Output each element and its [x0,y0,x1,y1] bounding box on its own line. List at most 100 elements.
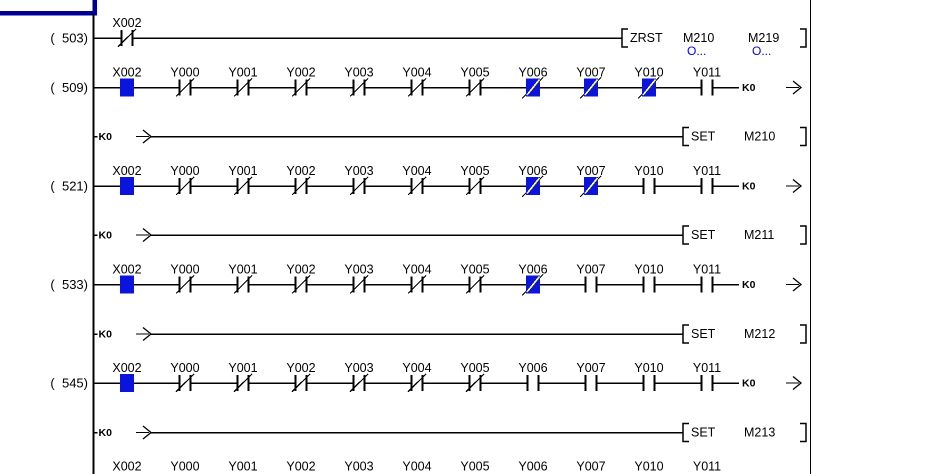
instruction-op: SET [691,228,716,242]
rung-wrap-m212: K0 SET M212 [93,324,807,344]
contact-Y001[interactable]: Y001 [228,361,258,393]
rung-wrap-m211: K0 SET M211 [93,225,807,245]
contact-Y005[interactable]: Y005 [460,361,490,393]
device-label: X002 [112,66,141,80]
contact-Y005[interactable]: Y005 [460,263,490,294]
contact-Y010[interactable]: Y010 [634,263,664,293]
contact-Y004[interactable]: Y004 [402,164,432,196]
contact-Y010[interactable]: Y010 [634,66,664,99]
rung-wrap-m213: K0 SET M213 [93,422,807,443]
device-label: Y003 [344,460,373,474]
device-label: Y000 [170,66,199,80]
instruction-operand: M211 [744,228,774,242]
contact-Y000[interactable]: Y000 [170,361,200,393]
energized-contact-box [120,78,134,97]
device-label: Y010 [634,164,663,178]
contact-Y007[interactable]: Y007 [576,361,606,391]
instruction-bracket-right [800,422,807,443]
device-label: Y007 [576,460,605,474]
contact-X002[interactable]: X002 [112,361,142,392]
contact-Y006[interactable]: Y006 [518,164,548,198]
contact-Y001[interactable]: Y001 [228,263,258,294]
contact-Y001[interactable]: Y001 [228,66,258,97]
wrap-in-arrow [136,425,153,440]
contact-Y003[interactable]: Y003 [344,361,374,393]
instruction-bracket-left [682,126,689,147]
instruction-bracket-right [800,28,807,48]
contact-Y000[interactable]: Y000 [170,263,200,294]
device-label: Y001 [228,263,257,277]
contact-X002[interactable]: X002 [112,263,142,294]
contact-Y006[interactable]: Y006 [518,361,548,391]
contact-Y000[interactable]: Y000 [170,164,200,196]
contact-Y005[interactable]: Y005 [460,66,490,97]
contact-Y006[interactable]: Y006 [518,66,548,99]
instruction-set-m210[interactable]: SET M210 [682,126,807,147]
rung-521: ( 521) X002 Y000 Y001 Y002 Y003 Y004 Y005 Y006 Y0… [50,164,803,198]
wire [465,176,485,196]
device-label: Y002 [286,263,315,277]
contact-Y003[interactable]: Y003 [344,66,374,97]
device-label: Y001 [228,460,257,474]
contact-Y004[interactable]: Y004 [402,66,432,97]
contact-Y004[interactable]: Y004 [402,361,432,393]
contact-Y010[interactable]: Y010 [634,164,664,194]
contact-Y002[interactable]: Y002 [286,164,316,196]
window-corner-border-vertical [92,0,97,16]
continuation-constant-label: K0 [99,131,113,143]
continuation-constant-label: K0 [99,329,113,341]
compare-constant-label: K0 [742,279,756,291]
contact-Y002[interactable]: Y002 [286,66,316,97]
contact-X002[interactable]: X002 [112,66,142,97]
compare-constant-label: K0 [742,181,756,193]
contact-Y007[interactable]: Y007 [576,164,606,198]
wrap-in-arrow [136,129,153,144]
contact-Y002[interactable]: Y002 [286,361,316,393]
contact-gap [586,380,596,386]
contact-Y007[interactable]: Y007 [576,66,606,99]
instruction-set-m211[interactable]: SET M211 [682,225,807,245]
device-label: Y003 [344,263,373,277]
instruction-zrst-m210-m219[interactable]: ZRST M210O...M219O... [621,28,807,58]
device-label: Y006 [518,361,547,375]
device-label: Y011 [693,263,721,277]
device-label: Y000 [170,460,199,474]
contact-gap [644,281,654,288]
instruction-set-m212[interactable]: SET M212 [682,324,807,344]
compare-constant-label: K0 [742,378,756,390]
instruction-set-m213[interactable]: SET M213 [682,422,807,443]
contact-Y004[interactable]: Y004 [402,263,432,294]
device-label: X002 [112,361,141,375]
wrap-in-arrow [136,326,153,342]
contact-Y002[interactable]: Y002 [286,263,316,294]
contact-Y003[interactable]: Y003 [344,164,374,196]
device-label: Y007 [576,164,605,178]
contact-Y006[interactable]: Y006 [518,263,548,296]
wire [407,275,427,294]
instruction-operand: M219 [748,31,779,45]
contact-Y003[interactable]: Y003 [344,263,374,294]
device-label: Y011 [693,361,721,375]
contact-X002[interactable]: X002 [112,16,142,48]
contact-Y011[interactable]: Y011 [693,66,721,96]
contact-Y011[interactable]: Y011 [693,263,721,293]
contact-Y005[interactable]: Y005 [460,164,490,196]
contact-gap [644,183,654,189]
compare-constant-label: K0 [742,82,756,94]
device-label: Y001 [228,164,257,178]
contact-Y011[interactable]: Y011 [693,361,721,391]
contact-Y011[interactable]: Y011 [693,164,721,194]
contact-Y007[interactable]: Y007 [576,263,606,293]
contact-Y000[interactable]: Y000 [170,66,200,97]
contact-X002[interactable]: X002 [112,164,142,195]
instruction-operand: M212 [744,327,775,341]
contact-Y010[interactable]: Y010 [634,361,664,391]
device-label: Y002 [286,66,315,80]
device-label: Y000 [170,361,199,375]
step-number: ( 545) [50,376,88,391]
device-label: Y010 [634,361,663,375]
contact-Y001[interactable]: Y001 [228,164,258,196]
wire [465,78,485,97]
